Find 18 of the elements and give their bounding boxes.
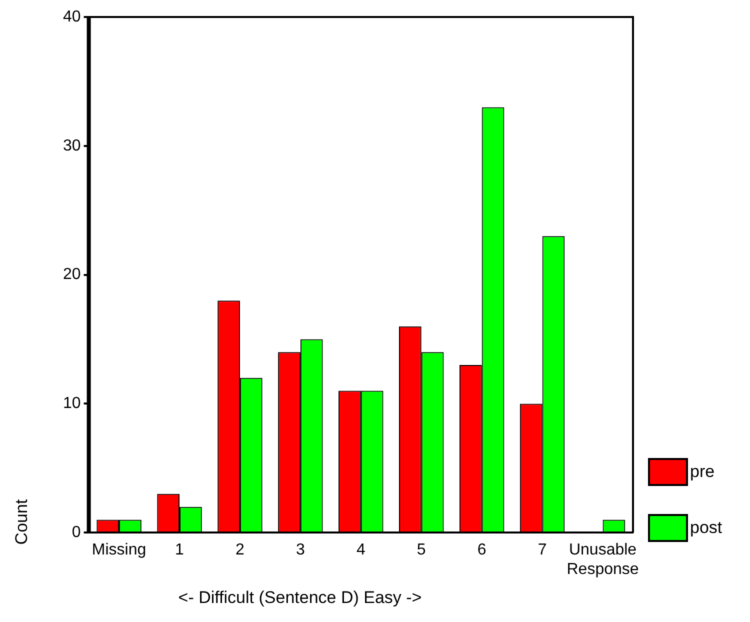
x-tick-label: 1 bbox=[175, 542, 184, 559]
x-axis-title: <- Difficult (Sentence D) Easy -> bbox=[178, 588, 422, 608]
x-tick-label: 4 bbox=[356, 542, 366, 559]
y-tick-label: 10 bbox=[63, 395, 81, 412]
y-tick-label: 20 bbox=[63, 266, 81, 284]
x-tick-label: 5 bbox=[416, 542, 426, 559]
y-axis-title: Count bbox=[12, 499, 32, 545]
x-tick-label: 2 bbox=[236, 542, 245, 559]
legend-label: post bbox=[690, 518, 722, 538]
x-tick-label: Missing bbox=[92, 542, 146, 559]
x-tick-label: Unusable Response bbox=[566, 542, 639, 578]
y-tick-label: 40 bbox=[63, 8, 81, 26]
y-tick-label: 0 bbox=[72, 524, 81, 542]
legend-label: pre bbox=[690, 462, 715, 482]
y-tick-label: 30 bbox=[63, 137, 81, 154]
x-tick-label: 6 bbox=[477, 542, 486, 559]
x-tick-label: 7 bbox=[538, 542, 547, 559]
x-tick-label: 3 bbox=[296, 542, 305, 559]
